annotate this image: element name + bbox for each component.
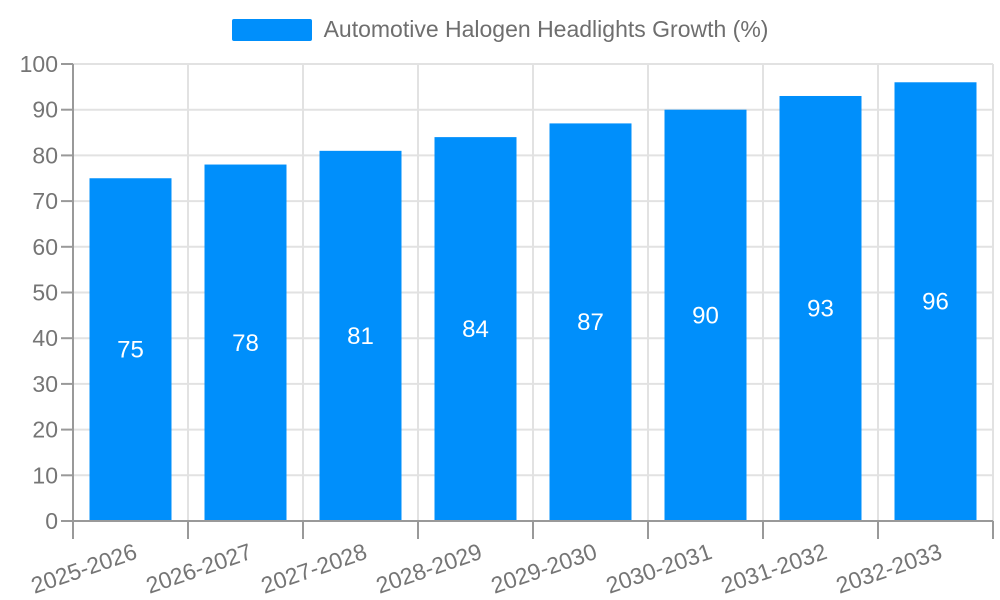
y-tick-label: 100	[20, 51, 58, 77]
y-tick-label: 20	[32, 417, 58, 443]
x-tick-label: 2029-2030	[488, 538, 600, 598]
x-tick-label: 2026-2027	[143, 538, 255, 598]
bar-value-label: 78	[232, 330, 259, 357]
x-tick-label: 2028-2029	[373, 538, 485, 598]
legend-item[interactable]: Automotive Halogen Headlights Growth (%)	[231, 16, 769, 43]
bar-value-label: 75	[117, 337, 144, 364]
bar-value-label: 84	[462, 316, 489, 343]
bar-2031-2032[interactable]	[779, 95, 862, 522]
bar-2025-2026[interactable]	[89, 178, 172, 521]
bar-value-label: 93	[807, 295, 834, 322]
bar-2026-2027[interactable]	[204, 164, 287, 522]
bar-2030-2031[interactable]	[664, 109, 747, 521]
y-tick-label: 80	[32, 142, 58, 168]
bar-2032-2033[interactable]	[894, 82, 977, 521]
bar-2029-2030[interactable]	[549, 123, 632, 521]
bar-value-label: 87	[577, 309, 604, 336]
x-tick-label: 2031-2032	[718, 538, 830, 598]
bar-2028-2029[interactable]	[434, 137, 517, 521]
legend-marker	[231, 18, 312, 41]
bar-value-label: 96	[922, 289, 949, 316]
y-tick-label: 30	[32, 371, 58, 397]
y-tick-label: 50	[32, 280, 58, 306]
x-tick-label: 2027-2028	[258, 538, 370, 598]
legend: Automotive Halogen Headlights Growth (%)	[0, 16, 1000, 43]
x-tick-label: 2025-2026	[28, 538, 140, 598]
y-tick-label: 40	[32, 325, 58, 351]
y-tick-label: 70	[32, 188, 58, 214]
bar-value-label: 90	[692, 302, 719, 329]
legend-label: Automotive Halogen Headlights Growth (%)	[323, 16, 769, 42]
y-tick-label: 10	[32, 462, 58, 488]
y-tick-label: 60	[32, 234, 58, 260]
bar-2027-2028[interactable]	[319, 150, 402, 521]
y-tick-label: 0	[45, 508, 58, 534]
x-tick-label: 2032-2033	[833, 538, 945, 598]
y-tick-label: 90	[32, 97, 58, 123]
x-tick-label: 2030-2031	[603, 538, 715, 598]
bar-value-label: 81	[347, 323, 374, 350]
